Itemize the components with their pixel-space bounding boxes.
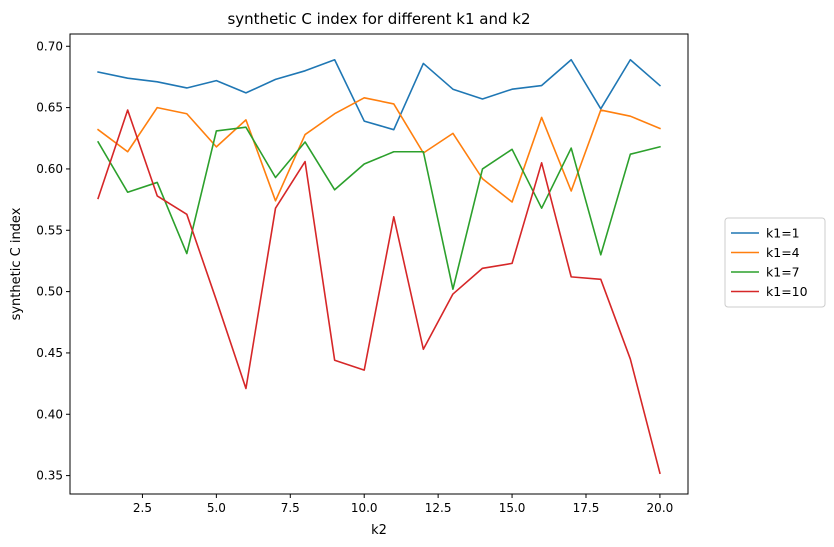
series-line-k1-1: [97, 58, 662, 131]
legend-frame: [724, 217, 826, 308]
legend-label: k1=1: [766, 226, 800, 241]
y-tick-label: 0.70: [36, 39, 63, 53]
y-tick-label: 0.55: [36, 223, 63, 237]
x-tick-label: 12.5: [425, 501, 452, 515]
y-tick-label: 0.40: [36, 407, 63, 421]
x-axis-title: k2: [371, 523, 387, 538]
x-tick-label: 2.5: [133, 501, 152, 515]
y-tick-label: 0.45: [36, 346, 63, 360]
legend: k1=1 k1=4 k1=7 k1=10: [724, 217, 826, 308]
y-tick-label: 0.60: [36, 162, 63, 176]
x-tick-label: 20.0: [647, 501, 674, 515]
chart-title: synthetic C index for different k1 and k…: [227, 10, 530, 28]
x-tick-label: 15.0: [499, 501, 526, 515]
x-tick-label: 7.5: [281, 501, 300, 515]
y-tick-label: 0.50: [36, 285, 63, 299]
legend-label: k1=10: [766, 284, 808, 299]
y-axis: 0.35 0.40 0.45 0.50 0.55 0.60 0.65 0.70: [36, 39, 70, 483]
x-tick-label: 17.5: [573, 501, 600, 515]
y-tick-label: 0.35: [36, 469, 63, 483]
legend-label: k1=4: [766, 245, 800, 260]
plot-frame: [69, 33, 689, 495]
series-line-k1-4: [96, 96, 661, 203]
y-axis-title: synthetic C index: [9, 207, 24, 320]
x-axis: 2.5 5.0 7.5 10.0 12.5 15.0 17.5 20.0: [133, 494, 673, 515]
y-tick-label: 0.65: [36, 101, 63, 115]
x-tick-label: 5.0: [207, 501, 226, 515]
plot-area: [96, 58, 662, 475]
x-tick-label: 10.0: [351, 501, 378, 515]
series-line-k1-7: [96, 126, 661, 290]
series-line-k1-10: [97, 109, 661, 475]
legend-label: k1=7: [766, 265, 800, 280]
